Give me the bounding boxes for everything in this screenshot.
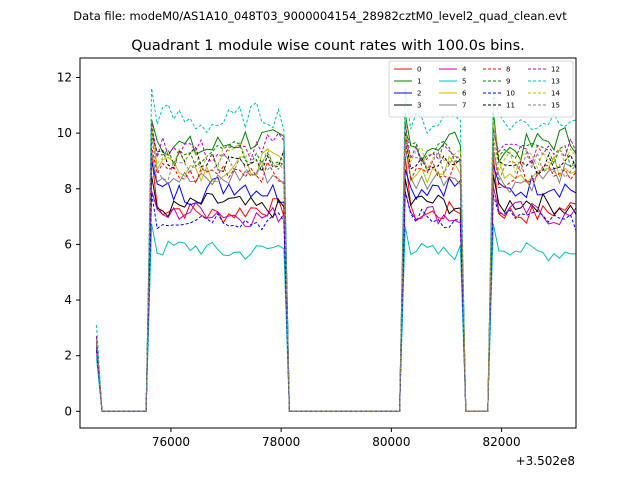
legend-label-5: 5 xyxy=(462,78,466,86)
legend-label-6: 6 xyxy=(462,90,467,98)
y-tick-label: 8 xyxy=(64,182,72,196)
legend-label-11: 11 xyxy=(506,102,515,110)
legend-label-3: 3 xyxy=(417,102,421,110)
x-tick-label: 80000 xyxy=(372,435,410,449)
legend-label-14: 14 xyxy=(551,90,560,98)
plot-frame xyxy=(79,57,577,429)
y-tick-label: 2 xyxy=(64,349,72,363)
legend-label-13: 13 xyxy=(551,78,560,86)
legend-label-2: 2 xyxy=(417,90,421,98)
chart-title: Quadrant 1 module wise count rates with … xyxy=(131,38,525,54)
legend-label-7: 7 xyxy=(462,102,466,110)
y-tick-label: 6 xyxy=(64,237,72,251)
legend-box xyxy=(388,60,574,118)
series-line-15 xyxy=(96,137,576,412)
figure-suptitle: Data file: modeM0/AS1A10_048T03_90000041… xyxy=(73,9,567,23)
legend-label-12: 12 xyxy=(551,66,560,74)
legend-label-4: 4 xyxy=(462,66,467,74)
x-offset-label: +3.502e8 xyxy=(516,454,575,468)
y-tick-label: 0 xyxy=(64,404,72,418)
y-tick-label: 4 xyxy=(64,293,72,307)
x-tick-label: 78000 xyxy=(262,435,300,449)
x-tick-label: 82000 xyxy=(483,435,521,449)
y-tick-label: 10 xyxy=(57,126,72,140)
legend-label-10: 10 xyxy=(506,90,515,98)
legend-label-1: 1 xyxy=(417,78,421,86)
legend-label-0: 0 xyxy=(417,66,421,74)
series-line-12 xyxy=(96,122,576,412)
x-tick-label: 76000 xyxy=(152,435,190,449)
series-layer xyxy=(96,88,576,412)
legend-label-15: 15 xyxy=(551,102,560,110)
y-tick-label: 12 xyxy=(57,70,72,84)
legend-label-8: 8 xyxy=(506,66,510,74)
legend-label-9: 9 xyxy=(506,78,510,86)
